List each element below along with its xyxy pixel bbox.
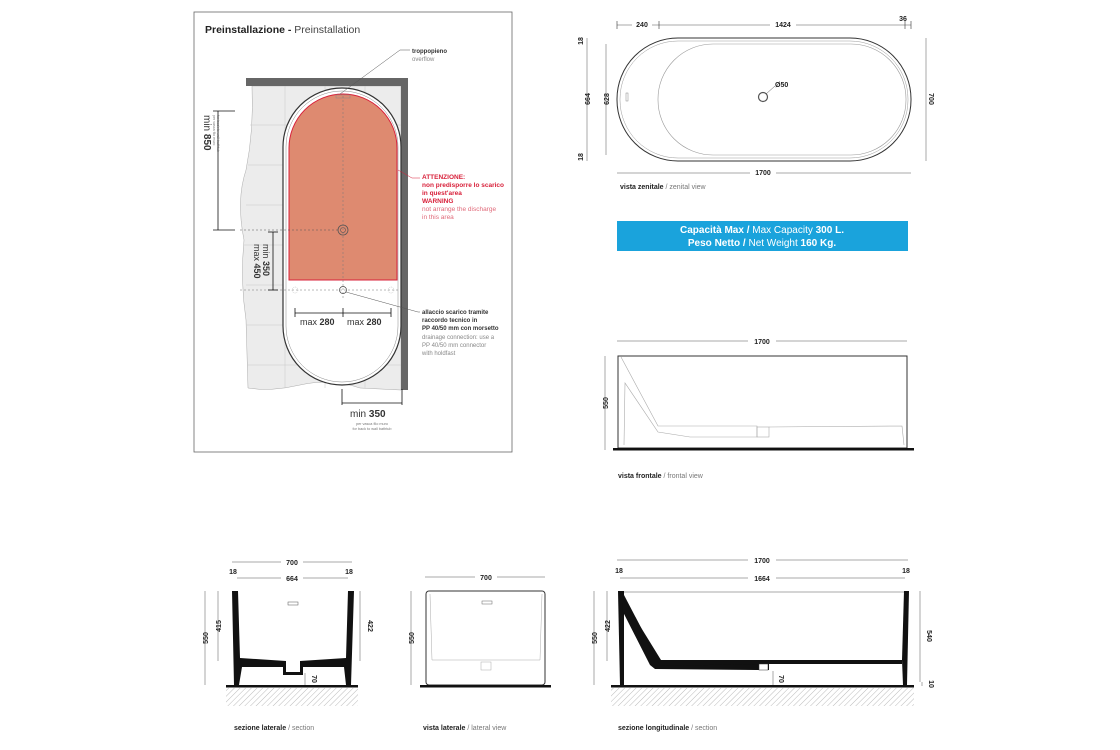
capacity-text: Capacità Max / Max Capacity 300 L.: [680, 225, 844, 236]
min-850-label: min 850: [201, 115, 212, 151]
lateral-section: 700 664 18 18 550 415 422 70 sezione lat…: [203, 557, 373, 732]
warning-title-it: ATTENZIONE:: [422, 174, 465, 181]
warning-text-en: not arrange the discharge: [422, 206, 496, 213]
dim-550: 550: [592, 632, 599, 644]
dim-550: 550: [603, 397, 610, 409]
dim-70: 70: [310, 675, 317, 683]
max-280-right-label: max 280: [347, 317, 382, 327]
dim-18-right: 18: [902, 568, 910, 575]
min-350-label: min 350: [261, 244, 271, 276]
dim-10: 10: [927, 680, 934, 688]
dim-550: 550: [203, 632, 210, 644]
dim-36: 36: [899, 16, 907, 23]
tub-front-outline: [617, 355, 908, 449]
drain-note-en: PP 40/50 mm connector: [422, 343, 486, 349]
frontal-view: 1700 550 vista frontale / frontal view: [603, 336, 914, 480]
preinstallation-title: Preinstallazione - Preinstallation: [205, 24, 360, 36]
preinstallation-panel: Preinstallazione - Preinstallation: [193, 11, 513, 453]
lateral-view: 700 550 vista laterale / lateral view: [409, 572, 551, 732]
bottom-note-en: for back to wall bathtub: [352, 427, 391, 431]
frontal-caption: vista frontale / frontal view: [618, 473, 704, 480]
drain-icon: [757, 91, 769, 103]
overflow-label-it: troppopieno: [412, 49, 447, 55]
drain-diameter: Ø50: [775, 82, 788, 89]
dim-18-right: 18: [345, 569, 353, 576]
drain-note-it: allaccio scarico tramite: [422, 310, 489, 316]
dim-1700: 1700: [755, 170, 771, 177]
dim-422: 422: [605, 620, 612, 632]
dim-18-left: 18: [229, 569, 237, 576]
specs-box: Capacità Max / Max Capacity 300 L. Peso …: [617, 221, 908, 251]
drain-connection-icon: [339, 286, 347, 294]
dim-1700: 1700: [754, 339, 770, 346]
dim-1664: 1664: [754, 576, 770, 583]
dim-700: 700: [480, 575, 492, 582]
dim-550: 550: [409, 632, 416, 644]
warning-text-en: in this area: [422, 214, 454, 221]
dim-700: 700: [286, 560, 298, 567]
dim-18-top: 18: [578, 37, 585, 45]
dim-700: 700: [927, 93, 934, 105]
drain-note-it: PP 40/50 mm con morsetto: [422, 326, 499, 332]
no-discharge-area: [288, 93, 398, 281]
min-850-note-en: for back to wall bathtub: [216, 115, 220, 152]
tub-section-shape: [232, 591, 354, 685]
tub-side-outline: [425, 590, 546, 686]
lateral-section-caption: sezione laterale / section: [234, 725, 314, 732]
min-850-note-it: per vasca filo muro: [212, 115, 216, 145]
weight-text: Peso Netto / Net Weight 160 Kg.: [688, 238, 836, 249]
bottom-note-it: per vasca filo muro: [356, 422, 388, 426]
longitudinal-section: 1700 1664 18 18 550 422 540 10 70 sezion…: [592, 555, 934, 732]
warning-text-it: in quest'area: [422, 190, 462, 197]
longitudinal-section-caption: sezione longitudinale / section: [618, 725, 717, 732]
dim-422: 422: [366, 620, 373, 632]
drain-note-en: with holdfast: [421, 351, 456, 357]
warning-text-it: non predisporre lo scarico: [422, 182, 504, 189]
dim-1700: 1700: [754, 558, 770, 565]
wall-right: [401, 78, 408, 390]
dim-540: 540: [925, 630, 932, 642]
max-280-left-label: max 280: [300, 317, 335, 327]
warning-title-en: WARNING: [422, 198, 453, 205]
dim-70: 70: [777, 675, 784, 683]
dim-664: 664: [585, 93, 592, 105]
dim-415: 415: [216, 620, 223, 632]
zenital-view: Ø50 240 1424 36 1700 18 664 18 628 700 v…: [578, 16, 934, 191]
zenital-caption: vista zenitale / zenital view: [620, 184, 707, 191]
bottom-min-350-label: min 350: [350, 409, 386, 420]
lateral-view-caption: vista laterale / lateral view: [423, 725, 507, 732]
dim-240: 240: [636, 22, 648, 29]
dim-18-bottom: 18: [578, 153, 585, 161]
dim-18-left: 18: [615, 568, 623, 575]
dim-1424: 1424: [775, 22, 791, 29]
wall-top: [246, 78, 408, 86]
overflow-icon: [625, 92, 629, 102]
drain-note-en: drainage connection: use a: [422, 335, 495, 341]
max-450-label: max 450: [252, 244, 262, 279]
overflow-label-en: overflow: [412, 57, 435, 63]
drain-note-it: raccordo tecnico in: [422, 318, 478, 324]
dim-628: 628: [604, 93, 611, 105]
dim-664: 664: [286, 576, 298, 583]
